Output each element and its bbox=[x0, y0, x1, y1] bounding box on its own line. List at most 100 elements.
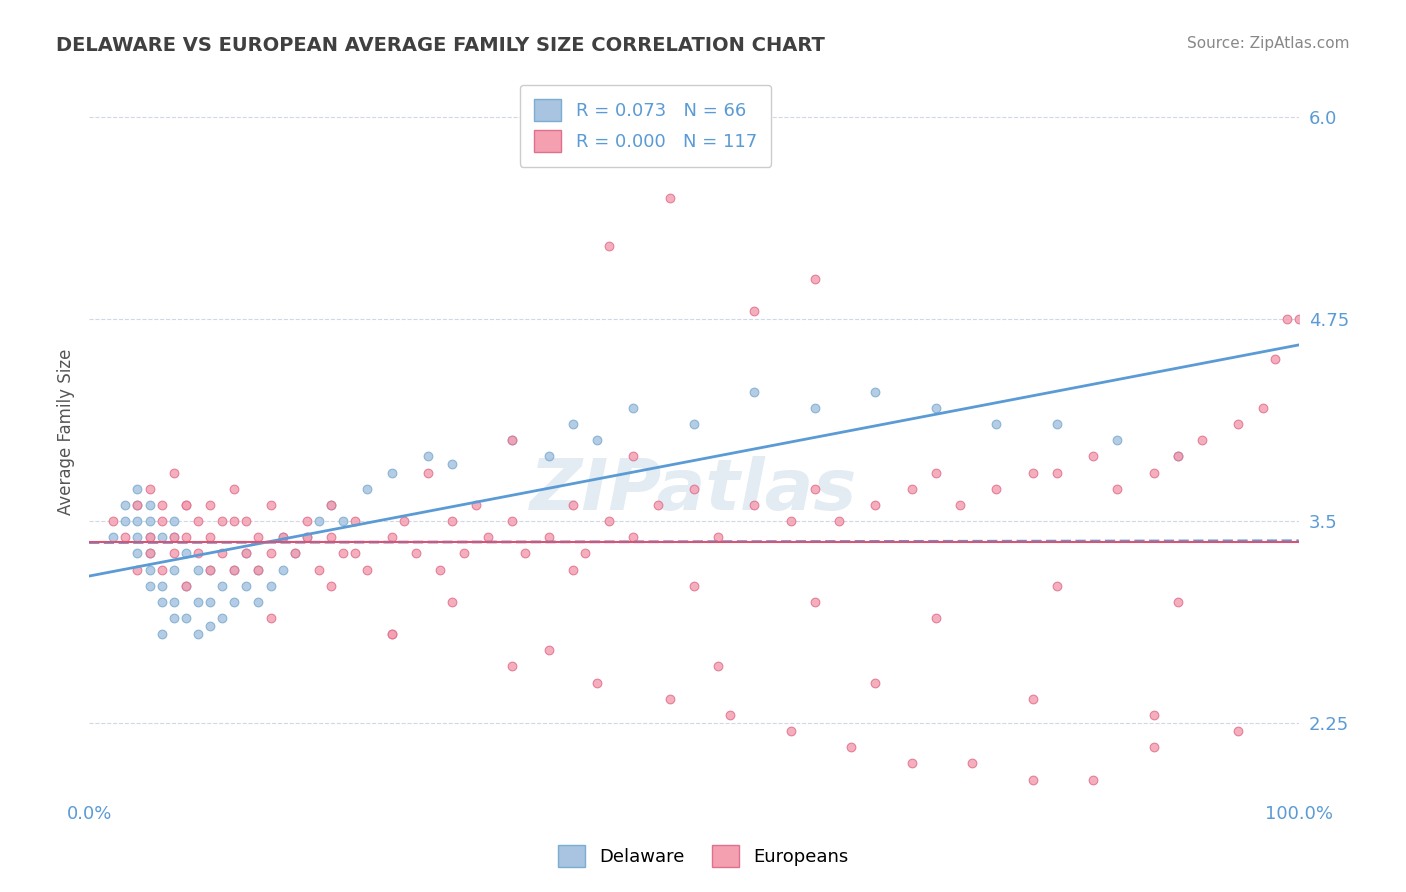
Point bbox=[380, 466, 402, 480]
Point bbox=[114, 530, 136, 544]
Point bbox=[1191, 434, 1213, 448]
Text: ZIPatlas: ZIPatlas bbox=[530, 456, 858, 524]
Point bbox=[247, 595, 270, 609]
Point bbox=[211, 546, 233, 560]
Point bbox=[332, 546, 354, 560]
Point bbox=[623, 530, 645, 544]
Point bbox=[224, 482, 246, 496]
Point bbox=[224, 514, 246, 528]
Point bbox=[174, 530, 197, 544]
Point bbox=[429, 562, 451, 576]
Point bbox=[744, 384, 766, 399]
Point bbox=[502, 434, 524, 448]
Point bbox=[127, 498, 149, 512]
Point bbox=[865, 675, 887, 690]
Point bbox=[138, 482, 160, 496]
Point bbox=[1167, 450, 1189, 464]
Point bbox=[562, 417, 585, 431]
Point bbox=[453, 546, 475, 560]
Point bbox=[900, 756, 922, 771]
Point bbox=[332, 514, 354, 528]
Point bbox=[247, 562, 270, 576]
Point bbox=[1021, 772, 1043, 787]
Point bbox=[235, 546, 257, 560]
Point bbox=[502, 659, 524, 673]
Point bbox=[127, 514, 149, 528]
Point bbox=[259, 611, 281, 625]
Point bbox=[308, 514, 330, 528]
Point bbox=[174, 498, 197, 512]
Point bbox=[174, 611, 197, 625]
Point bbox=[1021, 466, 1043, 480]
Point bbox=[477, 530, 499, 544]
Point bbox=[586, 434, 609, 448]
Point bbox=[150, 627, 173, 641]
Point bbox=[187, 562, 209, 576]
Point bbox=[174, 579, 197, 593]
Legend: R = 0.073   N = 66, R = 0.000   N = 117: R = 0.073 N = 66, R = 0.000 N = 117 bbox=[520, 85, 772, 167]
Point bbox=[865, 498, 887, 512]
Point bbox=[537, 530, 560, 544]
Point bbox=[380, 627, 402, 641]
Point bbox=[127, 498, 149, 512]
Point bbox=[198, 619, 221, 633]
Point bbox=[319, 498, 342, 512]
Point bbox=[839, 740, 862, 755]
Point bbox=[416, 450, 439, 464]
Point bbox=[1288, 312, 1310, 326]
Point bbox=[465, 498, 488, 512]
Point bbox=[127, 530, 149, 544]
Point bbox=[986, 417, 1008, 431]
Point bbox=[707, 530, 730, 544]
Point bbox=[986, 482, 1008, 496]
Point bbox=[163, 611, 186, 625]
Point bbox=[804, 482, 827, 496]
Point bbox=[138, 562, 160, 576]
Point bbox=[150, 595, 173, 609]
Point bbox=[1083, 772, 1105, 787]
Point bbox=[114, 514, 136, 528]
Point bbox=[224, 595, 246, 609]
Point bbox=[103, 530, 125, 544]
Point bbox=[537, 450, 560, 464]
Point bbox=[1107, 482, 1129, 496]
Point bbox=[1046, 466, 1069, 480]
Point bbox=[1046, 417, 1069, 431]
Point bbox=[1046, 579, 1069, 593]
Point bbox=[356, 562, 378, 576]
Point bbox=[271, 530, 294, 544]
Point bbox=[440, 514, 463, 528]
Text: DELAWARE VS EUROPEAN AVERAGE FAMILY SIZE CORRELATION CHART: DELAWARE VS EUROPEAN AVERAGE FAMILY SIZE… bbox=[56, 36, 825, 54]
Point bbox=[198, 562, 221, 576]
Point bbox=[163, 562, 186, 576]
Point bbox=[235, 514, 257, 528]
Point bbox=[163, 530, 186, 544]
Point bbox=[138, 530, 160, 544]
Point bbox=[380, 627, 402, 641]
Point bbox=[319, 579, 342, 593]
Point bbox=[1107, 434, 1129, 448]
Point bbox=[502, 514, 524, 528]
Point bbox=[319, 530, 342, 544]
Point bbox=[138, 530, 160, 544]
Point bbox=[416, 466, 439, 480]
Point bbox=[174, 498, 197, 512]
Point bbox=[211, 514, 233, 528]
Point bbox=[562, 562, 585, 576]
Point bbox=[865, 384, 887, 399]
Point bbox=[598, 239, 620, 253]
Point bbox=[949, 498, 972, 512]
Point bbox=[658, 691, 681, 706]
Point bbox=[198, 595, 221, 609]
Point bbox=[1167, 450, 1189, 464]
Point bbox=[187, 595, 209, 609]
Point bbox=[224, 562, 246, 576]
Point bbox=[163, 530, 186, 544]
Point bbox=[150, 498, 173, 512]
Point bbox=[804, 595, 827, 609]
Point bbox=[683, 417, 706, 431]
Point bbox=[1143, 708, 1166, 723]
Point bbox=[647, 498, 669, 512]
Point bbox=[380, 530, 402, 544]
Point bbox=[163, 466, 186, 480]
